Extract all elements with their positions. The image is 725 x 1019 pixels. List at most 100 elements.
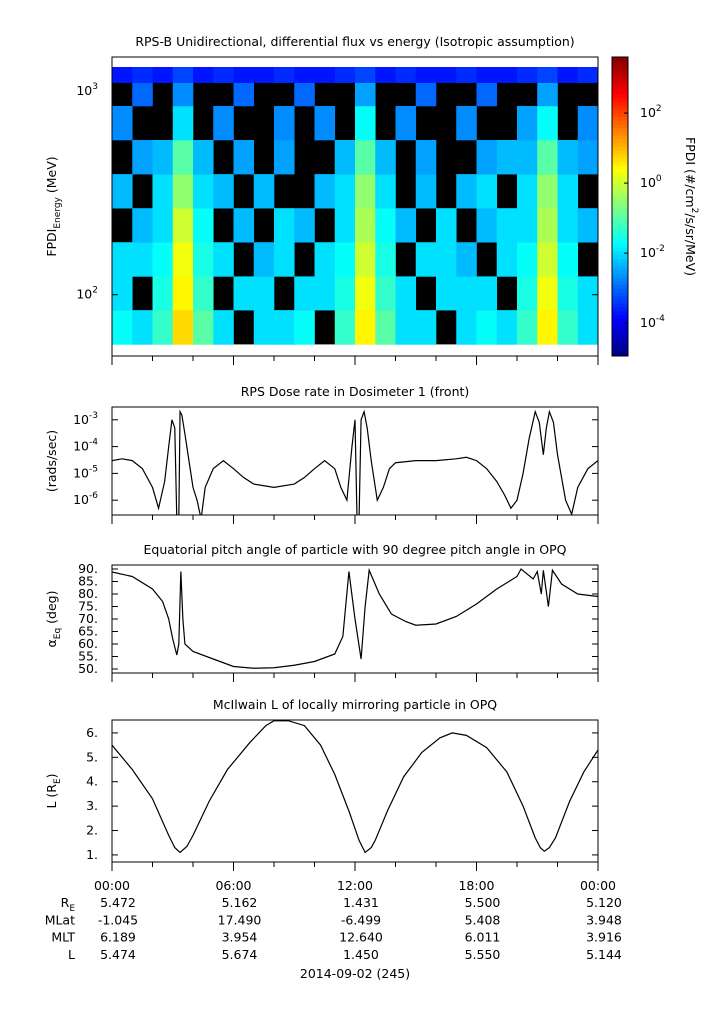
heat-cell [213,310,234,345]
heat-cell [193,140,214,175]
colorbar-segment [612,213,628,219]
heat-cell [193,310,214,345]
ephemeris-value: 5.472 [100,895,136,910]
panel-title: Equatorial pitch angle of particle with … [143,542,566,557]
colorbar-segment [612,221,628,226]
heat-cell [274,67,295,83]
colorbar-segment [612,236,628,241]
colorbar-segment [612,105,628,110]
y-tick-label: 85. [78,573,98,588]
heat-cell [517,67,538,83]
heat-cell [294,276,315,311]
colorbar-segment [612,284,628,290]
ephemeris-value: 5.162 [222,895,258,910]
heat-cell [314,242,336,277]
heat-cell [233,140,255,175]
colorbar-segment [612,165,628,170]
y-tick-label: 90. [78,561,98,576]
colorbar-segment [612,191,628,196]
colorbar-label: FPDI (#/cm2/s/sr/MeV) [684,137,700,276]
colorbar-segment [612,124,628,129]
heat-cell [456,67,477,83]
heat-cell [152,242,174,277]
colorbar-segment [612,352,628,357]
ephemeris-value: 6.189 [100,929,136,944]
heat-cell [415,140,437,175]
colorbar-segment [612,98,628,103]
heat-cell [233,67,255,83]
heat-cell [132,82,153,107]
heat-cell [172,105,194,141]
colorbar-segment [612,139,628,144]
colorbar-segment [612,292,628,297]
heat-cell [233,82,255,107]
ephemeris-value: 5.144 [586,946,622,961]
heat-cell [152,310,174,345]
heat-cell [334,208,356,243]
heat-cell [213,242,234,277]
y-tick-label: 3. [86,798,98,813]
heat-cell [375,140,396,175]
heat-cell [355,242,376,277]
heat-cell [132,140,153,175]
colorbar-segment [612,296,628,301]
x-tick-label: 00:00 [94,878,130,893]
ephemeris-value: 5.550 [465,946,501,961]
panel-title: McIlwain L of locally mirroring particle… [213,697,497,712]
heat-cell [395,276,417,311]
heat-cell [152,276,174,311]
colorbar-segment [612,251,628,256]
heat-cell [476,140,498,175]
heat-cell [577,140,599,175]
ephemeris-row-label: MLT [51,929,75,944]
heat-cell [172,242,194,277]
heat-cell [112,242,133,277]
heat-cell [172,208,194,243]
ephemeris-value: 5.500 [465,895,501,910]
heat-cell [355,208,376,243]
colorbar-segment [612,146,628,151]
colorbar-frame [611,56,629,357]
colorbar-segment [612,131,628,136]
heat-cell [557,208,579,243]
heat-cell [172,174,194,209]
y-tick-label: 10-5 [73,464,98,480]
heat-cell [456,174,477,209]
colorbar-segment [612,79,628,84]
heat-cell [112,174,133,209]
heat-cell [152,67,174,83]
colorbar-segment [612,176,628,181]
x-tick-label: 18:00 [458,878,494,893]
colorbar-segment [612,109,628,114]
heat-cell [152,208,174,243]
heat-cell [193,276,214,311]
colorbar-segment [612,243,628,249]
ephemeris-row-label: RE [61,895,76,914]
heat-cell [355,105,376,141]
colorbar-segment [612,303,628,308]
heat-cell [334,174,356,209]
ephemeris-value: 5.120 [586,895,622,910]
colorbar-segment [612,217,628,222]
y-tick-label: 50. [78,661,98,676]
y-tick-label: 70. [78,611,98,626]
heat-cell [456,242,477,277]
y-axis-label: αEq (deg) [44,591,63,648]
colorbar-segment [612,232,628,237]
heat-cell [456,310,477,345]
heat-cell [496,208,518,243]
heat-cell [112,67,133,83]
heat-cell [517,105,538,141]
colorbar-segment [612,75,628,80]
colorbar-segment [612,161,628,166]
y-tick-label: 102 [76,285,98,301]
heat-cell [537,310,558,345]
y-tick-label: 55. [78,648,98,663]
colorbar-segment [612,270,628,275]
heat-cell [294,310,315,345]
colorbar-segment [612,322,628,327]
heat-cell [375,208,396,243]
heat-cell [355,140,376,175]
data-line [112,720,598,854]
